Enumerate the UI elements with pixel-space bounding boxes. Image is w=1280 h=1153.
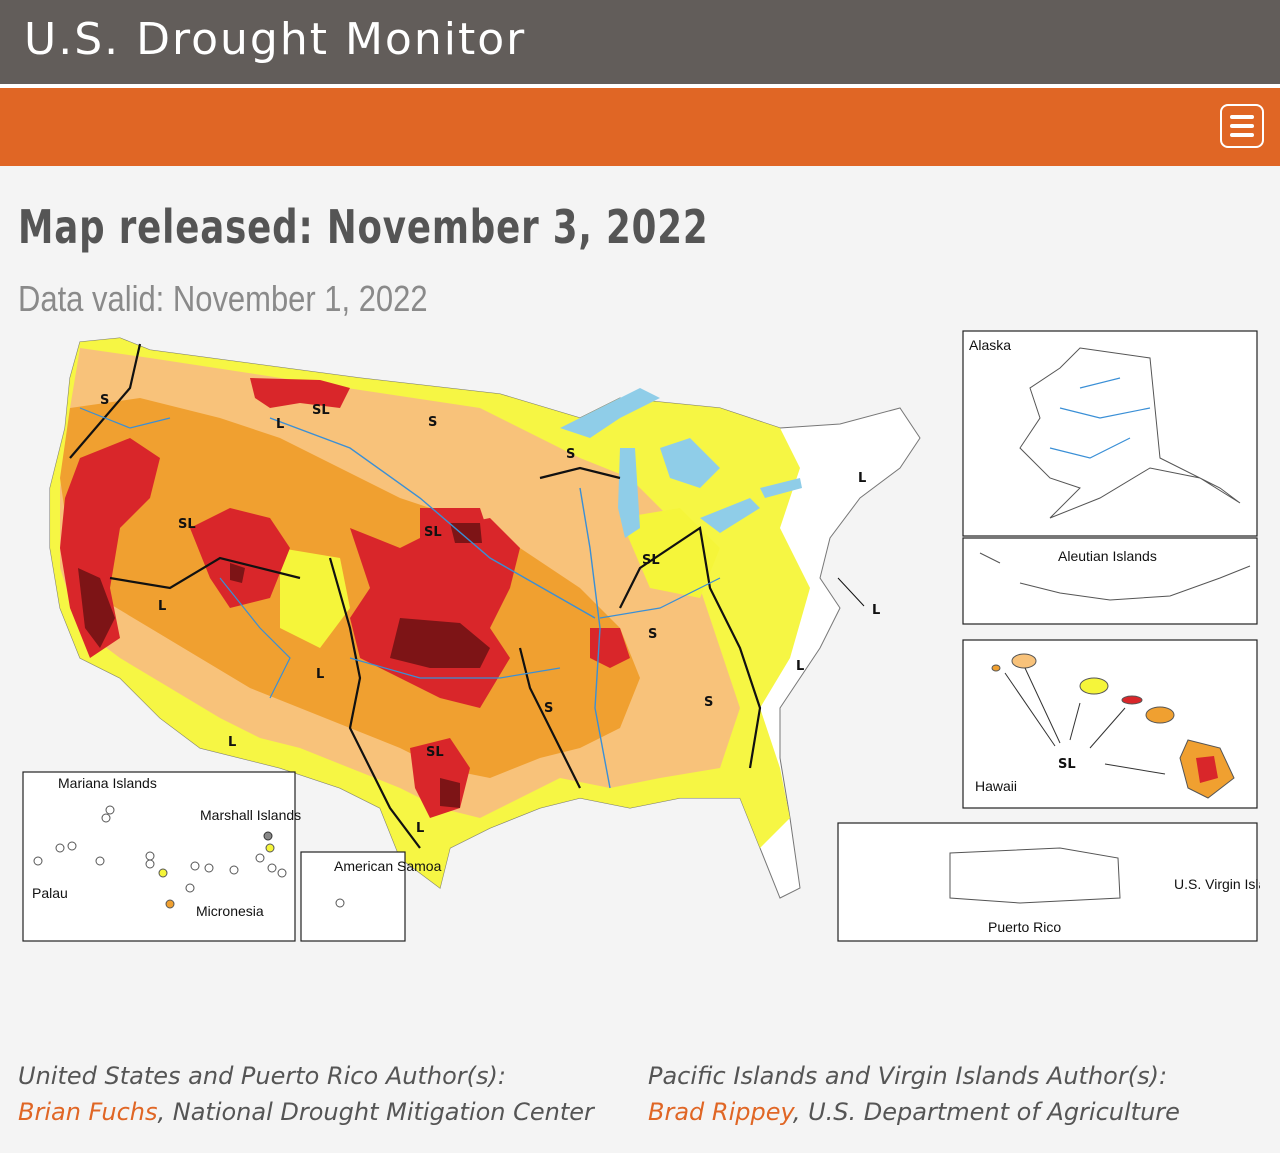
impact-label: S (100, 393, 109, 408)
site-header: U.S. Drought Monitor (0, 0, 1280, 88)
samoa-label: American Samoa (334, 858, 442, 874)
d4-nebraska (450, 523, 482, 543)
site-title[interactable]: U.S. Drought Monitor (24, 14, 526, 65)
hawaii-inset: Hawaii SL (963, 640, 1257, 808)
data-valid-date: Data valid: November 1, 2022 (18, 278, 428, 320)
impact-label: S (704, 695, 713, 710)
drought-map[interactable]: S SL L S SL SL S L SL S L S S L SL L L L… (20, 328, 1260, 948)
impact-label: L (796, 659, 804, 674)
hamburger-menu-icon[interactable] (1220, 104, 1264, 148)
impact-label: SL (642, 553, 660, 568)
impact-label: SL (1058, 757, 1076, 772)
alaska-inset: Alaska Aleutian Islands (963, 331, 1257, 624)
impact-label: L (872, 603, 880, 618)
impact-label: SL (424, 525, 442, 540)
marshall-label: Marshall Islands (200, 807, 301, 823)
aleutian-label: Aleutian Islands (1058, 548, 1157, 564)
puerto-rico-label: Puerto Rico (988, 919, 1061, 935)
us-author-link[interactable]: Brian Fuchs (18, 1098, 158, 1126)
alaska-label: Alaska (969, 337, 1011, 353)
impact-label: SL (312, 403, 330, 418)
impact-label: SL (178, 517, 196, 532)
palau-label: Palau (32, 885, 68, 901)
puerto-rico-shape (950, 848, 1120, 903)
micronesia-label: Micronesia (196, 903, 264, 919)
impact-label: S (428, 415, 437, 430)
impact-label: L (228, 735, 236, 750)
pacific-authors-role: Pacific Islands and Virgin Islands Autho… (648, 1062, 1180, 1090)
impact-label: S (566, 447, 575, 462)
mariana-label: Mariana Islands (58, 775, 157, 791)
impact-label: S (544, 701, 553, 716)
usvi-label: U.S. Virgin Islands (1174, 876, 1260, 892)
d4-texas (440, 778, 460, 808)
us-authors: United States and Puerto Rico Author(s):… (18, 1062, 594, 1126)
impact-label: L (416, 821, 424, 836)
hawaii-label: Hawaii (975, 778, 1017, 794)
impact-label: SL (426, 745, 444, 760)
impact-label: L (276, 417, 284, 432)
impact-label: L (316, 667, 324, 682)
us-author-org: , National Drought Mitigation Center (158, 1098, 594, 1126)
us-authors-role: United States and Puerto Rico Author(s): (18, 1062, 594, 1090)
impact-label: L (158, 599, 166, 614)
nav-bar (0, 88, 1280, 166)
pacific-author-link[interactable]: Brad Rippey (648, 1098, 793, 1126)
pacific-author-org: , U.S. Department of Agriculture (793, 1098, 1180, 1126)
impact-label: L (858, 471, 866, 486)
pacific-authors: Pacific Islands and Virgin Islands Autho… (648, 1062, 1180, 1126)
impact-label: S (648, 627, 657, 642)
puerto-rico-inset: Puerto Rico U.S. Virgin Islands (838, 823, 1260, 941)
page-title: Map released: November 3, 2022 (18, 200, 709, 254)
